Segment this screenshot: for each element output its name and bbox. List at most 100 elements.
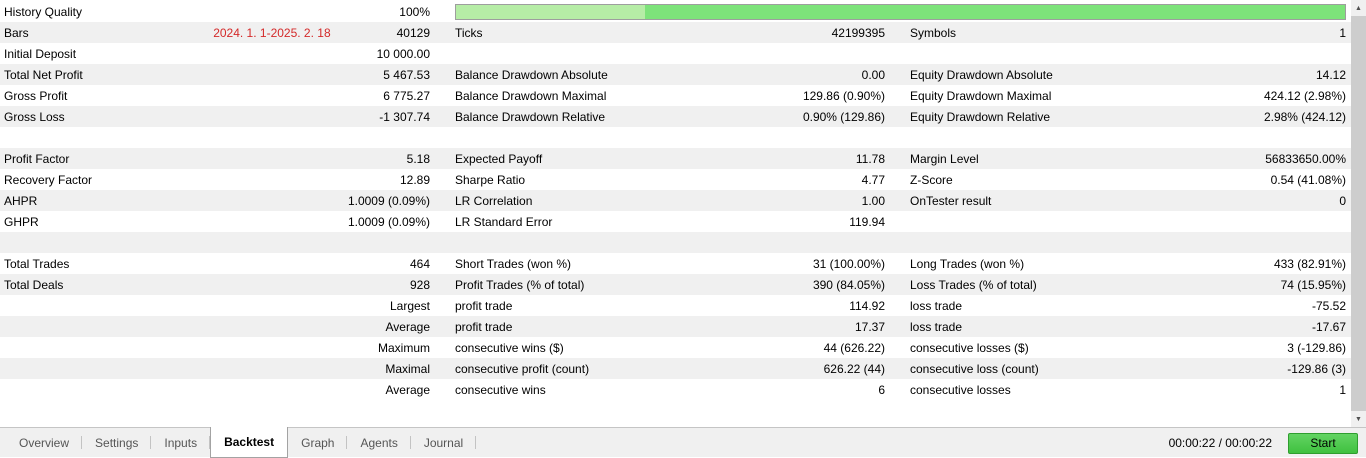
- tab-graph[interactable]: Graph: [288, 427, 347, 458]
- stat-cell: [455, 232, 885, 253]
- stat-label: Balance Drawdown Absolute: [455, 68, 608, 82]
- stat-label: Initial Deposit: [4, 47, 76, 61]
- stat-value: Average: [386, 383, 430, 397]
- tab-journal[interactable]: Journal: [411, 427, 476, 458]
- stat-value: 17.37: [855, 320, 885, 334]
- stat-cell: Margin Level 56833650.00%: [910, 148, 1346, 169]
- stat-cell: [0, 127, 430, 148]
- stat-cell: consecutive losses ($)3 (-129.86): [910, 337, 1346, 358]
- tab-agents[interactable]: Agents: [347, 427, 410, 458]
- stats-row: [0, 127, 1351, 148]
- stat-cell: consecutive loss (count)-129.86 (3): [910, 358, 1346, 379]
- stat-value: 464: [410, 257, 430, 271]
- stat-value: 1.0009 (0.09%): [348, 194, 430, 208]
- stat-value: Average: [386, 320, 430, 334]
- stat-cell: Maximum: [0, 337, 430, 358]
- stat-cell: Total Net Profit 5 467.53: [0, 64, 430, 85]
- vertical-scrollbar[interactable]: ▲ ▼: [1351, 0, 1366, 427]
- stat-value: 119.94: [849, 215, 885, 229]
- stat-label: consecutive losses ($): [910, 341, 1029, 355]
- scroll-up-icon[interactable]: ▲: [1351, 0, 1366, 16]
- progress-segment-main: [645, 5, 1345, 19]
- stat-label: consecutive profit (count): [455, 362, 589, 376]
- stat-cell: [455, 127, 885, 148]
- stat-label: Symbols: [910, 26, 956, 40]
- scroll-down-icon[interactable]: ▼: [1351, 411, 1366, 427]
- stat-cell: [910, 232, 1346, 253]
- stat-value: 0: [1339, 194, 1346, 208]
- stat-value: 74 (15.95%): [1281, 278, 1346, 292]
- stat-label: Equity Drawdown Absolute: [910, 68, 1053, 82]
- stat-cell: [455, 43, 885, 64]
- start-button[interactable]: Start: [1288, 433, 1358, 454]
- stat-value: 114.92: [849, 299, 885, 313]
- stat-value: 6 775.27: [383, 89, 430, 103]
- stat-cell: [910, 43, 1346, 64]
- stat-label: GHPR: [4, 215, 39, 229]
- status-area: 00:00:22 / 00:00:22 Start: [1169, 428, 1360, 458]
- stat-value: -1 307.74: [379, 110, 430, 124]
- stat-value: 390 (84.05%): [813, 278, 885, 292]
- stat-label: loss trade: [910, 299, 962, 313]
- stat-label: Total Net Profit: [4, 68, 83, 82]
- stat-label: LR Correlation: [455, 194, 532, 208]
- stat-value: 424.12 (2.98%): [1264, 89, 1346, 103]
- stat-label: Balance Drawdown Relative: [455, 110, 605, 124]
- stat-value: Maximum: [378, 341, 430, 355]
- stat-value: 100%: [399, 5, 430, 19]
- stat-label: Profit Trades (% of total): [455, 278, 584, 292]
- stat-value: 42199395: [832, 26, 885, 40]
- tab-settings[interactable]: Settings: [82, 427, 151, 458]
- stat-value: 1: [1339, 383, 1346, 397]
- stat-cell: Gross Loss-1 307.74: [0, 106, 430, 127]
- stat-cell: consecutive profit (count)626.22 (44): [455, 358, 885, 379]
- stat-value: -75.52: [1312, 299, 1346, 313]
- stat-cell: Average: [0, 379, 430, 400]
- stat-cell: [910, 211, 1346, 232]
- progress-segment-light: [456, 5, 645, 19]
- stat-label: Margin Level: [910, 152, 979, 166]
- tab-inputs[interactable]: Inputs: [151, 427, 210, 458]
- stat-cell: [910, 127, 1346, 148]
- stat-value: 5 467.53: [383, 68, 430, 82]
- stat-label: profit trade: [455, 320, 512, 334]
- stat-cell: Long Trades (won %)433 (82.91%): [910, 253, 1346, 274]
- stat-value: 6: [878, 383, 885, 397]
- stat-label: Balance Drawdown Maximal: [455, 89, 606, 103]
- stats-row: Total Net Profit 5 467.53 Balance Drawdown…: [0, 64, 1351, 85]
- stat-cell: Average: [0, 316, 430, 337]
- tab-backtest[interactable]: Backtest: [210, 427, 288, 458]
- stat-value: 56833650.00%: [1265, 152, 1346, 166]
- tab-overview[interactable]: Overview: [6, 427, 82, 458]
- scrollbar-thumb[interactable]: [1351, 16, 1366, 411]
- stat-cell: Profit Trades (% of total) 390 (84.05%): [455, 274, 885, 295]
- stat-label: Sharpe Ratio: [455, 173, 525, 187]
- stat-value: 14.12: [1316, 68, 1346, 82]
- stat-label: Recovery Factor: [4, 173, 92, 187]
